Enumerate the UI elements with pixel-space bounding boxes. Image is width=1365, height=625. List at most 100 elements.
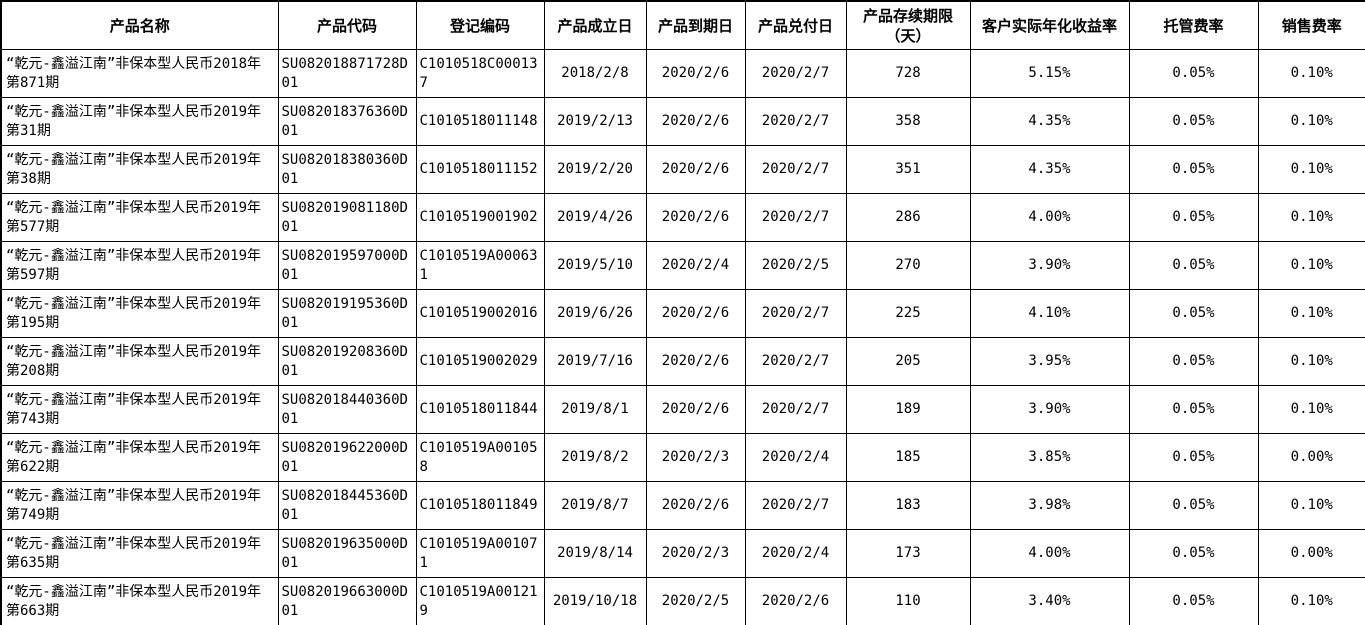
table-cell: 4.00% <box>969 529 1130 578</box>
table-cell: C1010518C000137 <box>415 49 545 98</box>
table-cell: SU082018871728D01 <box>277 49 417 98</box>
table-cell: 0.05% <box>1128 529 1259 578</box>
table-cell: 3.90% <box>969 385 1130 434</box>
table-cell: 0.05% <box>1128 481 1259 530</box>
table-cell: 2020/2/3 <box>645 529 746 578</box>
table-cell: 0.05% <box>1128 97 1259 146</box>
table-cell: 2020/2/6 <box>645 481 746 530</box>
table-cell: 0.05% <box>1128 577 1259 625</box>
table-cell: 2020/2/6 <box>744 577 847 625</box>
table-cell: 2020/2/7 <box>744 145 847 194</box>
table-cell: 0.10% <box>1257 97 1365 146</box>
table-cell: C1010519A001058 <box>415 433 545 482</box>
table-cell: “乾元-鑫溢江南”非保本型人民币2019年第577期 <box>0 193 279 242</box>
table-cell: 2020/2/6 <box>645 337 746 386</box>
column-header: 产品到期日 <box>645 0 746 50</box>
table-cell: 3.85% <box>969 433 1130 482</box>
table-cell: 728 <box>845 49 971 98</box>
table-cell: 110 <box>845 577 971 625</box>
table-cell: “乾元-鑫溢江南”非保本型人民币2019年第195期 <box>0 289 279 338</box>
column-header: 产品兑付日 <box>744 0 847 50</box>
column-header: 产品存续期限（天） <box>845 0 971 50</box>
table-cell: 2020/2/6 <box>645 289 746 338</box>
table-row: “乾元-鑫溢江南”非保本型人民币2019年第663期 SU082019663000… <box>0 577 1365 625</box>
table-cell: C1010518011844 <box>415 385 545 434</box>
table-cell: “乾元-鑫溢江南”非保本型人民币2018年第871期 <box>0 49 279 98</box>
table-cell: 0.00% <box>1257 433 1365 482</box>
table-cell: 0.05% <box>1128 337 1259 386</box>
table-cell: 3.90% <box>969 241 1130 290</box>
table-cell: SU082019597000D01 <box>277 241 417 290</box>
table-cell: 358 <box>845 97 971 146</box>
table-cell: 2020/2/7 <box>744 337 847 386</box>
table-cell: 0.10% <box>1257 241 1365 290</box>
table-cell: SU082019635000D01 <box>277 529 417 578</box>
table-row: “乾元-鑫溢江南”非保本型人民币2019年第38期 SU082018380360D… <box>0 145 1365 194</box>
table-row: “乾元-鑫溢江南”非保本型人民币2019年第208期 SU082019208360… <box>0 337 1365 386</box>
table-cell: 2020/2/3 <box>645 433 746 482</box>
table-cell: 2019/8/7 <box>543 481 647 530</box>
table-cell: 0.10% <box>1257 193 1365 242</box>
table-cell: 2020/2/6 <box>645 145 746 194</box>
table-cell: 2020/2/7 <box>744 49 847 98</box>
table-cell: 2020/2/7 <box>744 385 847 434</box>
table-cell: 2020/2/7 <box>744 193 847 242</box>
table-cell: C1010519001902 <box>415 193 545 242</box>
table-cell: 189 <box>845 385 971 434</box>
table-cell: 3.98% <box>969 481 1130 530</box>
table-cell: 2019/10/18 <box>543 577 647 625</box>
table-cell: “乾元-鑫溢江南”非保本型人民币2019年第38期 <box>0 145 279 194</box>
table-cell: 4.10% <box>969 289 1130 338</box>
table-cell: 0.05% <box>1128 145 1259 194</box>
table-body: “乾元-鑫溢江南”非保本型人民币2018年第871期 SU082018871728… <box>0 49 1365 625</box>
table-cell: 2019/2/20 <box>543 145 647 194</box>
table-row: “乾元-鑫溢江南”非保本型人民币2019年第577期 SU082019081180… <box>0 193 1365 242</box>
table-cell: 2020/2/4 <box>744 529 847 578</box>
table-cell: 270 <box>845 241 971 290</box>
table-cell: 2020/2/4 <box>744 433 847 482</box>
table-cell: SU082019622000D01 <box>277 433 417 482</box>
table-cell: “乾元-鑫溢江南”非保本型人民币2019年第31期 <box>0 97 279 146</box>
table-cell: “乾元-鑫溢江南”非保本型人民币2019年第208期 <box>0 337 279 386</box>
table-cell: 4.35% <box>969 145 1130 194</box>
table-cell: 0.10% <box>1257 577 1365 625</box>
table-cell: 0.05% <box>1128 241 1259 290</box>
table-cell: 0.10% <box>1257 481 1365 530</box>
table-cell: C1010518011152 <box>415 145 545 194</box>
column-header: 销售费率 <box>1257 0 1365 50</box>
table-cell: C1010519A001071 <box>415 529 545 578</box>
table-cell: C1010519002029 <box>415 337 545 386</box>
table-cell: 205 <box>845 337 971 386</box>
table-row: “乾元-鑫溢江南”非保本型人民币2019年第743期 SU082018440360… <box>0 385 1365 434</box>
table-cell: 2019/5/10 <box>543 241 647 290</box>
table-header: 产品名称 产品代码 登记编码 产品成立日 产品到期日 产品兑付日 产品存续期限（天） 客户实际… <box>0 0 1365 50</box>
table-row: “乾元-鑫溢江南”非保本型人民币2019年第195期 SU082019195360… <box>0 289 1365 338</box>
column-header: 产品成立日 <box>543 0 647 50</box>
table-row: “乾元-鑫溢江南”非保本型人民币2019年第635期 SU082019635000… <box>0 529 1365 578</box>
table-cell: C1010519002016 <box>415 289 545 338</box>
table-cell: 2020/2/5 <box>744 241 847 290</box>
table-cell: SU082018376360D01 <box>277 97 417 146</box>
table-cell: SU082018380360D01 <box>277 145 417 194</box>
table-cell: C1010519A001219 <box>415 577 545 625</box>
table-cell: 2020/2/6 <box>645 49 746 98</box>
table-cell: 2019/8/2 <box>543 433 647 482</box>
table-cell: 183 <box>845 481 971 530</box>
column-header: 托管费率 <box>1128 0 1259 50</box>
table-cell: 2019/7/16 <box>543 337 647 386</box>
table-cell: 2020/2/7 <box>744 289 847 338</box>
table-cell: “乾元-鑫溢江南”非保本型人民币2019年第663期 <box>0 577 279 625</box>
table-cell: 0.10% <box>1257 337 1365 386</box>
table-cell: 286 <box>845 193 971 242</box>
table-cell: “乾元-鑫溢江南”非保本型人民币2019年第622期 <box>0 433 279 482</box>
table-cell: 2020/2/6 <box>645 193 746 242</box>
table-cell: 2019/6/26 <box>543 289 647 338</box>
column-header: 产品名称 <box>0 0 279 50</box>
table-cell: 0.10% <box>1257 145 1365 194</box>
table-cell: 2020/2/6 <box>645 385 746 434</box>
table-cell: 173 <box>845 529 971 578</box>
table-cell: 185 <box>845 433 971 482</box>
table-cell: 0.05% <box>1128 385 1259 434</box>
